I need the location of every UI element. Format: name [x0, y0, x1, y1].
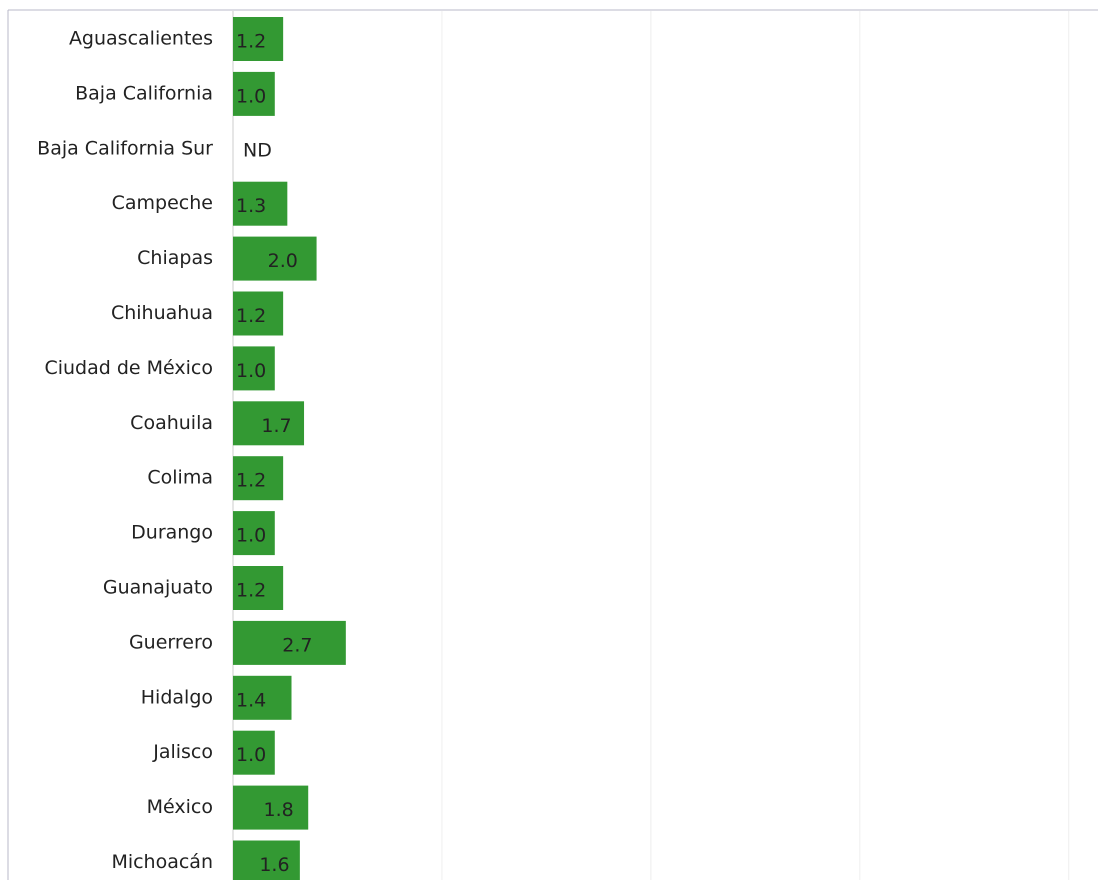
value-label: 1.2 — [236, 31, 266, 53]
value-label: 2.7 — [282, 634, 312, 656]
y-tick-label: Baja California Sur — [37, 137, 213, 159]
value-label: 1.2 — [236, 580, 266, 602]
bar — [233, 511, 275, 556]
y-tick-label: Chiapas — [137, 247, 213, 269]
bar — [233, 181, 288, 226]
y-tick-label: Campeche — [112, 192, 213, 214]
bar — [233, 730, 275, 775]
y-tick-label: Hidalgo — [141, 686, 213, 708]
value-label: 1.4 — [236, 689, 266, 711]
bar — [233, 840, 300, 884]
bar — [233, 236, 317, 281]
y-tick-label: Michoacán — [111, 851, 213, 873]
value-label: 1.0 — [236, 85, 266, 107]
y-tick-label: Ciudad de México — [44, 357, 213, 379]
bar — [233, 71, 275, 116]
bar — [233, 566, 284, 610]
y-tick-label: Chihuahua — [111, 302, 213, 324]
bar — [233, 620, 346, 665]
bar — [233, 675, 292, 720]
bar — [233, 456, 284, 501]
value-label: 1.2 — [236, 305, 266, 327]
y-tick-label: Aguascalientes — [69, 28, 213, 50]
value-label: 1.7 — [261, 415, 291, 437]
y-tick-label: México — [147, 796, 213, 818]
value-label: ND — [243, 139, 272, 161]
y-tick-label: Guanajuato — [103, 577, 213, 599]
value-label: 1.0 — [236, 525, 266, 547]
bar — [233, 346, 275, 391]
bar — [233, 785, 309, 830]
value-label: 2.0 — [268, 250, 298, 272]
y-tick-label: Durango — [131, 522, 213, 544]
y-tick-label: Guerrero — [129, 631, 213, 653]
value-label: 1.3 — [236, 195, 266, 217]
bar — [233, 291, 284, 336]
y-tick-label: Baja California — [75, 82, 213, 104]
bar — [233, 401, 305, 446]
y-tick-label: Coahuila — [130, 412, 213, 434]
y-tick-label: Jalisco — [152, 741, 213, 763]
bar — [233, 17, 284, 61]
value-label: 1.0 — [236, 744, 266, 766]
y-tick-label: Colima — [147, 467, 213, 489]
value-label: 1.8 — [263, 799, 293, 821]
value-label: 1.0 — [236, 360, 266, 382]
value-label: 1.2 — [236, 470, 266, 492]
value-label: 1.6 — [259, 854, 289, 876]
